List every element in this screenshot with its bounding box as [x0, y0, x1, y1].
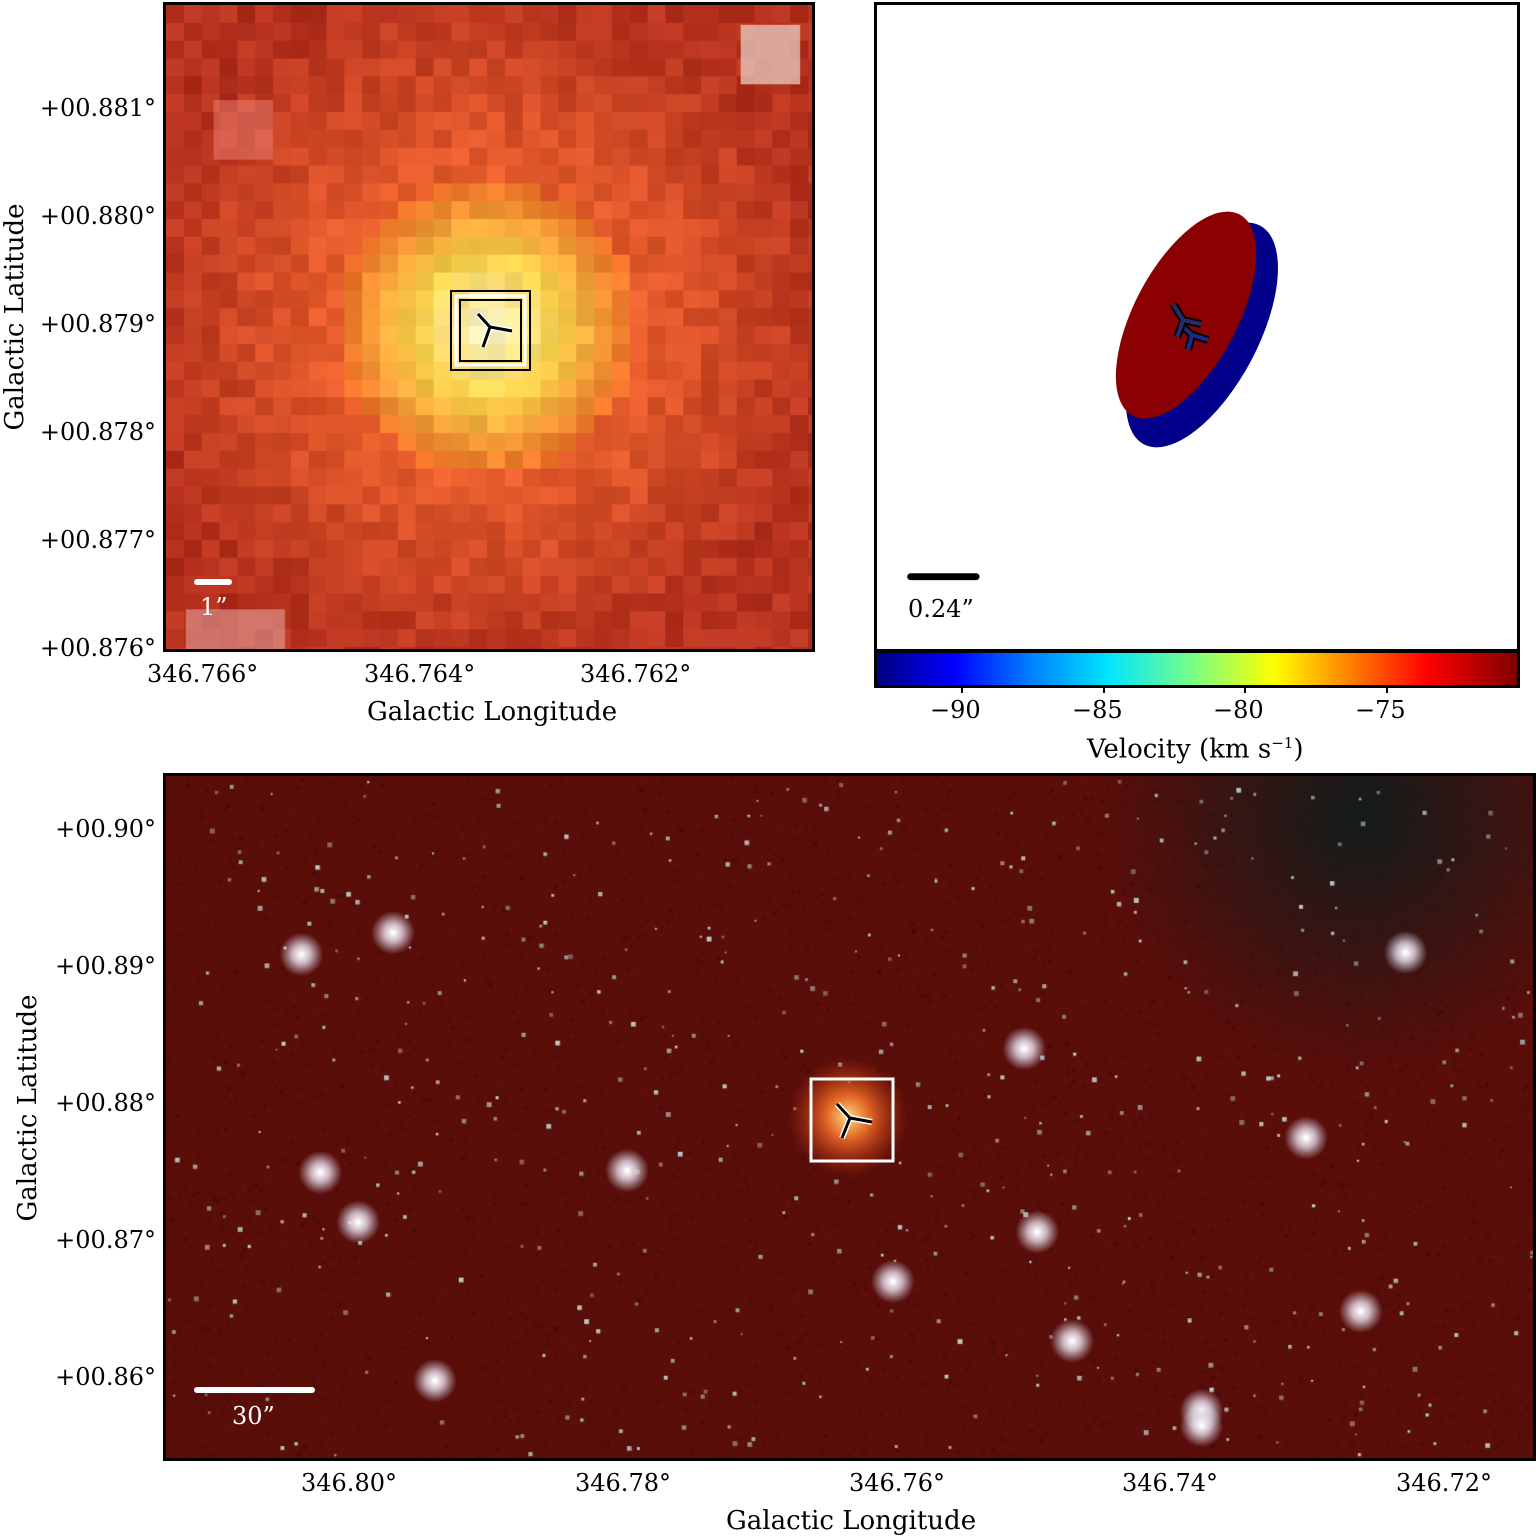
- red-ellipse: [1115, 211, 1257, 419]
- wide-scalebar-label: 30”: [232, 1402, 275, 1430]
- ytick: +00.879°: [39, 310, 156, 338]
- source-marker-icon: [475, 311, 513, 348]
- colorbar-tick-label: −75: [1355, 696, 1406, 724]
- ytick: +00.880°: [39, 202, 156, 230]
- colorbar-tick: [1103, 685, 1105, 693]
- ytick: +00.90°: [55, 815, 156, 843]
- target-box-white: [454, 294, 527, 367]
- xtick: 346.80°: [301, 1469, 397, 1497]
- y-axis-label: Galactic Latitude: [0, 203, 30, 431]
- wide-field-overlay: [809, 1077, 895, 1163]
- wide-scalebar: [194, 1387, 315, 1393]
- colorbar-tick: [1244, 685, 1246, 693]
- zoom-overlay: [450, 290, 531, 371]
- xtick: 346.766°: [147, 660, 259, 688]
- x-axis-label: Galactic Longitude: [726, 1506, 977, 1536]
- velocity-scalebar-label: 0.24”: [908, 595, 974, 623]
- target-box-outer: [450, 290, 531, 371]
- ytick: +00.881°: [39, 94, 156, 122]
- red-source-marker-icon: [1169, 302, 1202, 339]
- colorbar-tick: [1386, 685, 1388, 693]
- velocity-map: [907, 211, 1278, 581]
- xtick: 346.76°: [849, 1469, 945, 1497]
- zoom-image-panel: 1”: [163, 2, 815, 652]
- velocity-colorbar: [874, 650, 1520, 688]
- xtick: 346.74°: [1122, 1469, 1218, 1497]
- ytick: +00.877°: [39, 526, 156, 554]
- zoom-scalebar: [194, 579, 232, 585]
- ytick: +00.88°: [55, 1089, 156, 1117]
- target-box-inner: [459, 299, 522, 362]
- target-box: [809, 1077, 895, 1163]
- velocity-map-panel: 0.24”: [874, 2, 1520, 652]
- colorbar-tick-label: −90: [930, 696, 981, 724]
- zoom-scalebar-label: 1”: [200, 593, 228, 621]
- ytick: +00.876°: [39, 634, 156, 662]
- ytick: +00.87°: [55, 1226, 156, 1254]
- xtick: 346.72°: [1396, 1469, 1492, 1497]
- colorbar-tick-label: −80: [1213, 696, 1264, 724]
- xtick: 346.764°: [364, 660, 476, 688]
- ytick: +00.89°: [55, 952, 156, 980]
- ytick: +00.86°: [55, 1363, 156, 1391]
- colorbar-tick: [961, 685, 963, 693]
- colorbar-label: Velocity (km s−1): [1087, 734, 1304, 765]
- xtick: 346.762°: [580, 660, 692, 688]
- source-marker-icon: [834, 1101, 873, 1140]
- wide-field-panel: 30”: [163, 773, 1536, 1461]
- y-axis-label: Galactic Latitude: [13, 994, 43, 1222]
- x-axis-label: Galactic Longitude: [367, 697, 618, 727]
- xtick: 346.78°: [575, 1469, 671, 1497]
- ytick: +00.878°: [39, 418, 156, 446]
- colorbar-tick-label: −85: [1072, 696, 1123, 724]
